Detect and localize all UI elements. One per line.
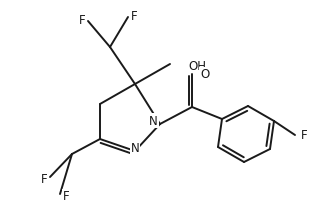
Text: O: O <box>200 68 209 81</box>
Text: F: F <box>40 173 47 186</box>
Text: F: F <box>78 13 85 26</box>
Text: F: F <box>131 9 138 22</box>
Text: OH: OH <box>188 60 206 73</box>
Text: N: N <box>149 115 158 127</box>
Text: F: F <box>63 190 70 202</box>
Text: F: F <box>301 129 308 142</box>
Text: N: N <box>131 141 139 154</box>
